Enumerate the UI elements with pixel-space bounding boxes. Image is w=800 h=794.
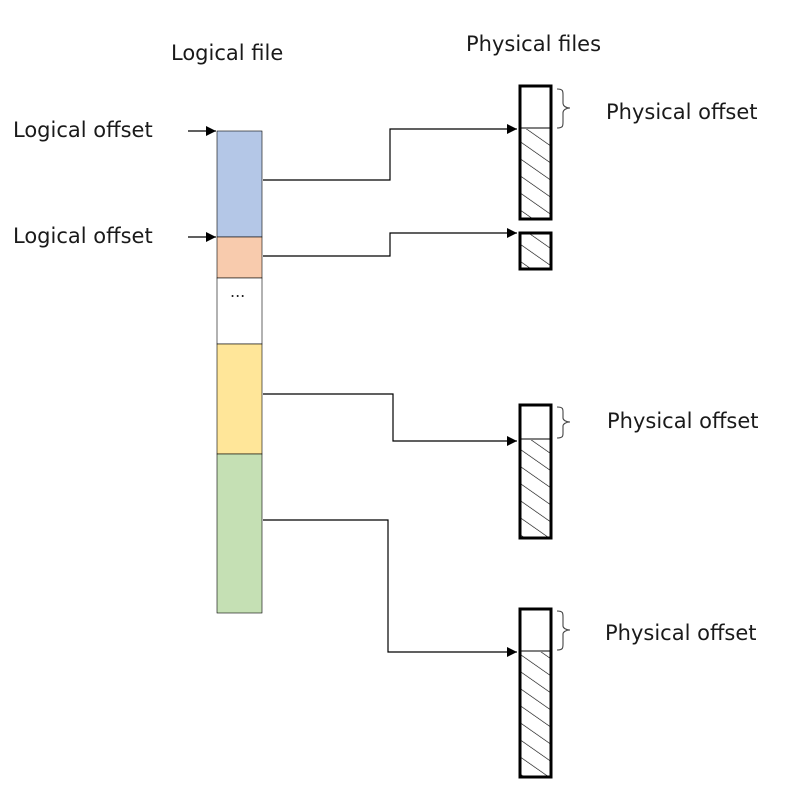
physical-file-2 bbox=[518, 231, 553, 271]
mapping-connector-blue bbox=[263, 124, 517, 181]
physical-offset-brace-2 bbox=[556, 406, 571, 439]
logical-segment-ellipsis-text: ... bbox=[230, 282, 246, 301]
physical-file-3 bbox=[518, 403, 553, 540]
logical-segment-yellow bbox=[216, 343, 263, 455]
physical-file-1 bbox=[518, 84, 553, 221]
physical-offset-brace-1 bbox=[556, 88, 571, 129]
logical-segment-green bbox=[216, 453, 263, 614]
logical-segment-ellipsis bbox=[216, 277, 263, 345]
physical-files-title: Physical files bbox=[466, 32, 602, 56]
mapping-connector-green bbox=[263, 519, 517, 657]
logical-file-column bbox=[216, 130, 263, 614]
physical-offset-label-1: Physical offset bbox=[606, 100, 758, 124]
physical-offset-label-3: Physical offset bbox=[605, 621, 757, 645]
logical-offset-label-2: Logical offset bbox=[13, 224, 153, 248]
mapping-connector-yellow bbox=[263, 393, 517, 446]
logical-file-title: Logical file bbox=[171, 41, 284, 65]
physical-file-4 bbox=[518, 607, 553, 779]
logical-offset-label-1: Logical offset bbox=[13, 118, 153, 142]
physical-offset-brace-3 bbox=[556, 610, 571, 651]
logical-segment-blue bbox=[216, 130, 263, 238]
mapping-connector-orange bbox=[263, 228, 517, 257]
logical-segment-orange bbox=[216, 236, 263, 279]
physical-offset-label-2: Physical offset bbox=[607, 409, 759, 433]
